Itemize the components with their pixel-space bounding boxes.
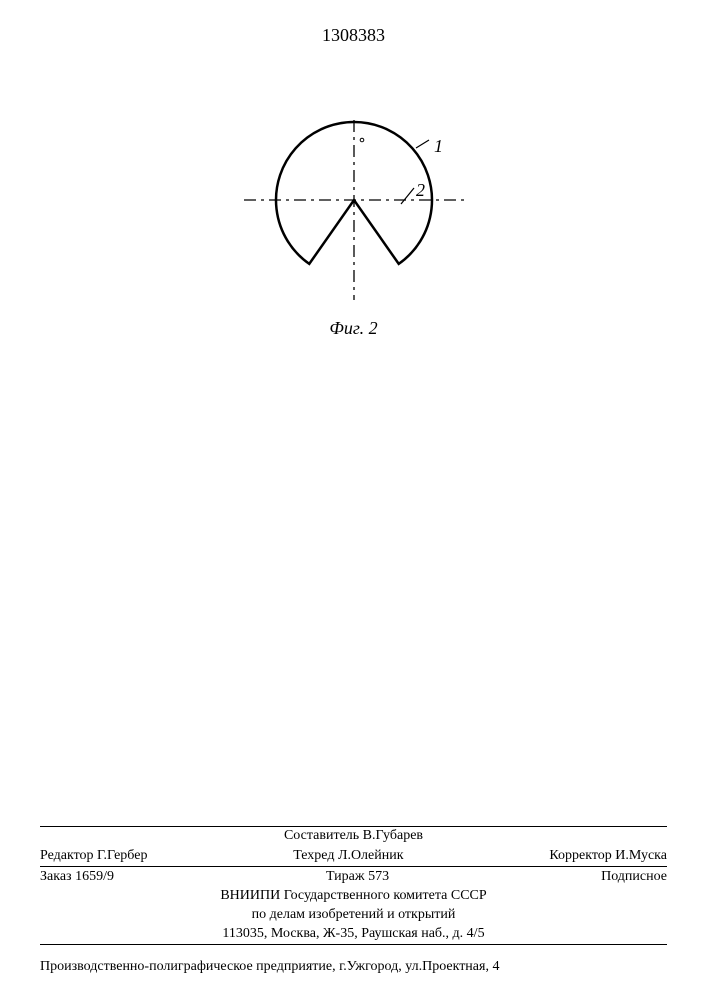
org-line-1: ВНИИПИ Государственного комитета СССР [40,887,667,906]
footer-block: Составитель В.Губарев Редактор Г.Гербер … [40,826,667,945]
tirazh-number: 573 [368,869,389,884]
order-number: 1659/9 [75,869,114,884]
editor-label: Редактор [40,848,94,863]
credits-row: Редактор Г.Гербер Техред Л.Олейник Корре… [40,846,667,866]
corrector-name: И.Муска [615,848,667,863]
techred-name: Л.Олейник [338,848,404,863]
order: Заказ 1659/9 [40,869,114,885]
svg-text:2: 2 [416,180,425,200]
tirazh-label: Тираж [326,869,365,884]
corrector-label: Корректор [549,848,611,863]
org-line-2: по делам изобретений и открытий [40,906,667,925]
corrector: Корректор И.Муска [549,848,667,864]
figure-caption: Фиг. 2 [329,318,377,339]
subscription: Подписное [601,869,667,885]
address: 113035, Москва, Ж-35, Раушская наб., д. … [40,925,667,944]
order-row: Заказ 1659/9 Тираж 573 Подписное [40,867,667,887]
editor-name: Г.Гербер [97,848,147,863]
compiler-line: Составитель В.Губарев [40,827,667,846]
printer-line: Производственно-полиграфическое предприя… [40,959,667,975]
patent-number: 1308383 [0,25,707,46]
techred-label: Техред [293,848,334,863]
editor: Редактор Г.Гербер [40,848,147,864]
order-label: Заказ [40,869,72,884]
divider [40,944,667,945]
svg-text:1: 1 [434,136,443,156]
figure-diagram: 12 [244,100,464,310]
figure-2: 12 Фиг. 2 [0,100,707,339]
techred: Техред Л.Олейник [293,848,403,864]
tirazh: Тираж 573 [326,869,389,885]
